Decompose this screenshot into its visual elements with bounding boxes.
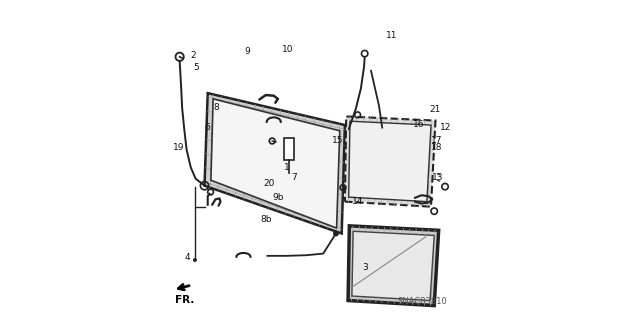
Polygon shape xyxy=(205,93,345,234)
Text: 17: 17 xyxy=(431,136,442,145)
Text: 6: 6 xyxy=(205,123,211,132)
Circle shape xyxy=(333,231,338,236)
Text: 5: 5 xyxy=(193,63,199,72)
Polygon shape xyxy=(345,116,435,207)
Text: 20: 20 xyxy=(263,180,275,189)
Polygon shape xyxy=(211,99,340,228)
Text: 3: 3 xyxy=(362,263,368,272)
Text: 4: 4 xyxy=(185,254,191,263)
Text: 9: 9 xyxy=(244,48,250,56)
Polygon shape xyxy=(348,226,438,306)
Text: 21: 21 xyxy=(430,106,441,115)
Polygon shape xyxy=(349,121,431,202)
Text: 11: 11 xyxy=(386,31,397,40)
Text: 16: 16 xyxy=(413,121,424,130)
Text: 2: 2 xyxy=(190,51,196,61)
Text: 8b: 8b xyxy=(260,216,271,225)
Bar xyxy=(284,138,294,160)
Text: 15: 15 xyxy=(332,136,343,145)
Text: 9b: 9b xyxy=(272,194,284,203)
Polygon shape xyxy=(352,231,434,300)
Text: 18: 18 xyxy=(431,144,442,152)
Text: 12: 12 xyxy=(440,123,452,132)
Text: 19: 19 xyxy=(173,144,185,152)
Text: 13: 13 xyxy=(431,174,443,182)
Text: 1: 1 xyxy=(284,164,289,173)
Circle shape xyxy=(194,259,196,261)
Text: FR.: FR. xyxy=(175,295,194,305)
Text: 10: 10 xyxy=(282,46,293,55)
Text: 7: 7 xyxy=(292,174,298,182)
Text: 8: 8 xyxy=(214,103,219,113)
Text: 14: 14 xyxy=(352,197,364,206)
Text: SNAC83810: SNAC83810 xyxy=(397,298,447,307)
